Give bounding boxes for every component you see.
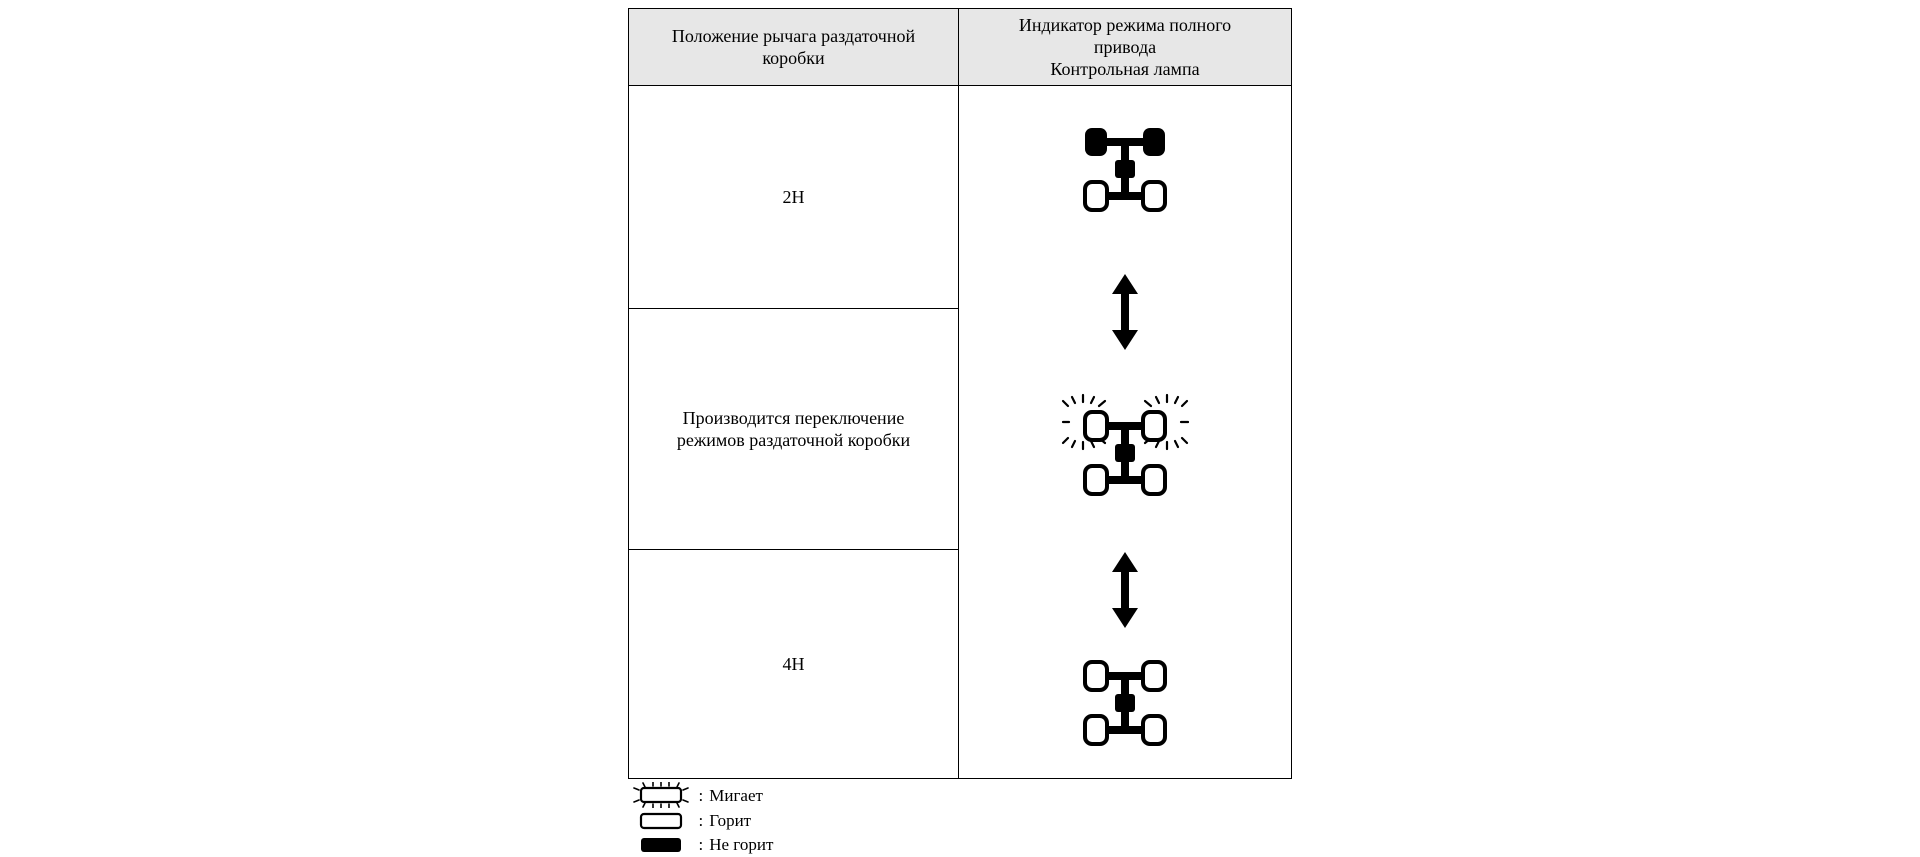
label-4h: 4H	[783, 654, 805, 674]
drivetrain-icon-4h	[1077, 648, 1173, 763]
drivetrain-icon-switching	[1061, 392, 1189, 517]
legend-sep: :	[699, 809, 704, 832]
legend-off-label: Не горит	[709, 833, 773, 856]
legend-sep: :	[699, 833, 704, 856]
legend-off-row: : Не горит	[629, 833, 1292, 856]
indicator-inner	[959, 86, 1291, 778]
label-2h: 2H	[783, 187, 805, 207]
header-row: Положение рычага раздаточной коробки Инд…	[629, 9, 1292, 86]
legend-blinking-icon	[629, 782, 693, 808]
cell-4h-label: 4H	[629, 550, 959, 779]
indicator-panel	[959, 86, 1292, 779]
legend-on-row: : Горит	[629, 809, 1292, 832]
header-left-line1: Положение рычага раздаточной	[672, 26, 915, 46]
legend-blinking-row: : Мигает	[629, 782, 1292, 808]
double-arrow-icon	[1110, 274, 1140, 355]
header-right-line3: Контрольная лампа	[1050, 59, 1199, 79]
header-right-line2: привода	[1094, 37, 1156, 57]
row-2h: 2H	[629, 86, 1292, 309]
legend: : Мигает : Горит : Не горит	[629, 781, 1292, 857]
cell-2h-label: 2H	[629, 86, 959, 309]
transfer-case-table: Положение рычага раздаточной коробки Инд…	[628, 8, 1292, 779]
legend-on-icon	[629, 811, 693, 831]
legend-sep: :	[699, 784, 704, 807]
legend-blinking-label: Мигает	[709, 784, 763, 807]
legend-on-label: Горит	[709, 809, 751, 832]
label-switching-line2: режимов раздаточной коробки	[677, 430, 910, 450]
label-switching-line1: Производится переключение	[683, 408, 905, 428]
header-right-line1: Индикатор режима полного	[1019, 15, 1231, 35]
header-lever-position: Положение рычага раздаточной коробки	[629, 9, 959, 86]
page: Положение рычага раздаточной коробки Инд…	[0, 0, 1920, 852]
drivetrain-icon-2h	[1077, 114, 1173, 229]
cell-switching-label: Производится переключение режимов раздат…	[629, 309, 959, 550]
double-arrow-icon	[1110, 552, 1140, 633]
header-indicator: Индикатор режима полного привода Контрол…	[959, 9, 1292, 86]
header-left-line2: коробки	[762, 48, 824, 68]
